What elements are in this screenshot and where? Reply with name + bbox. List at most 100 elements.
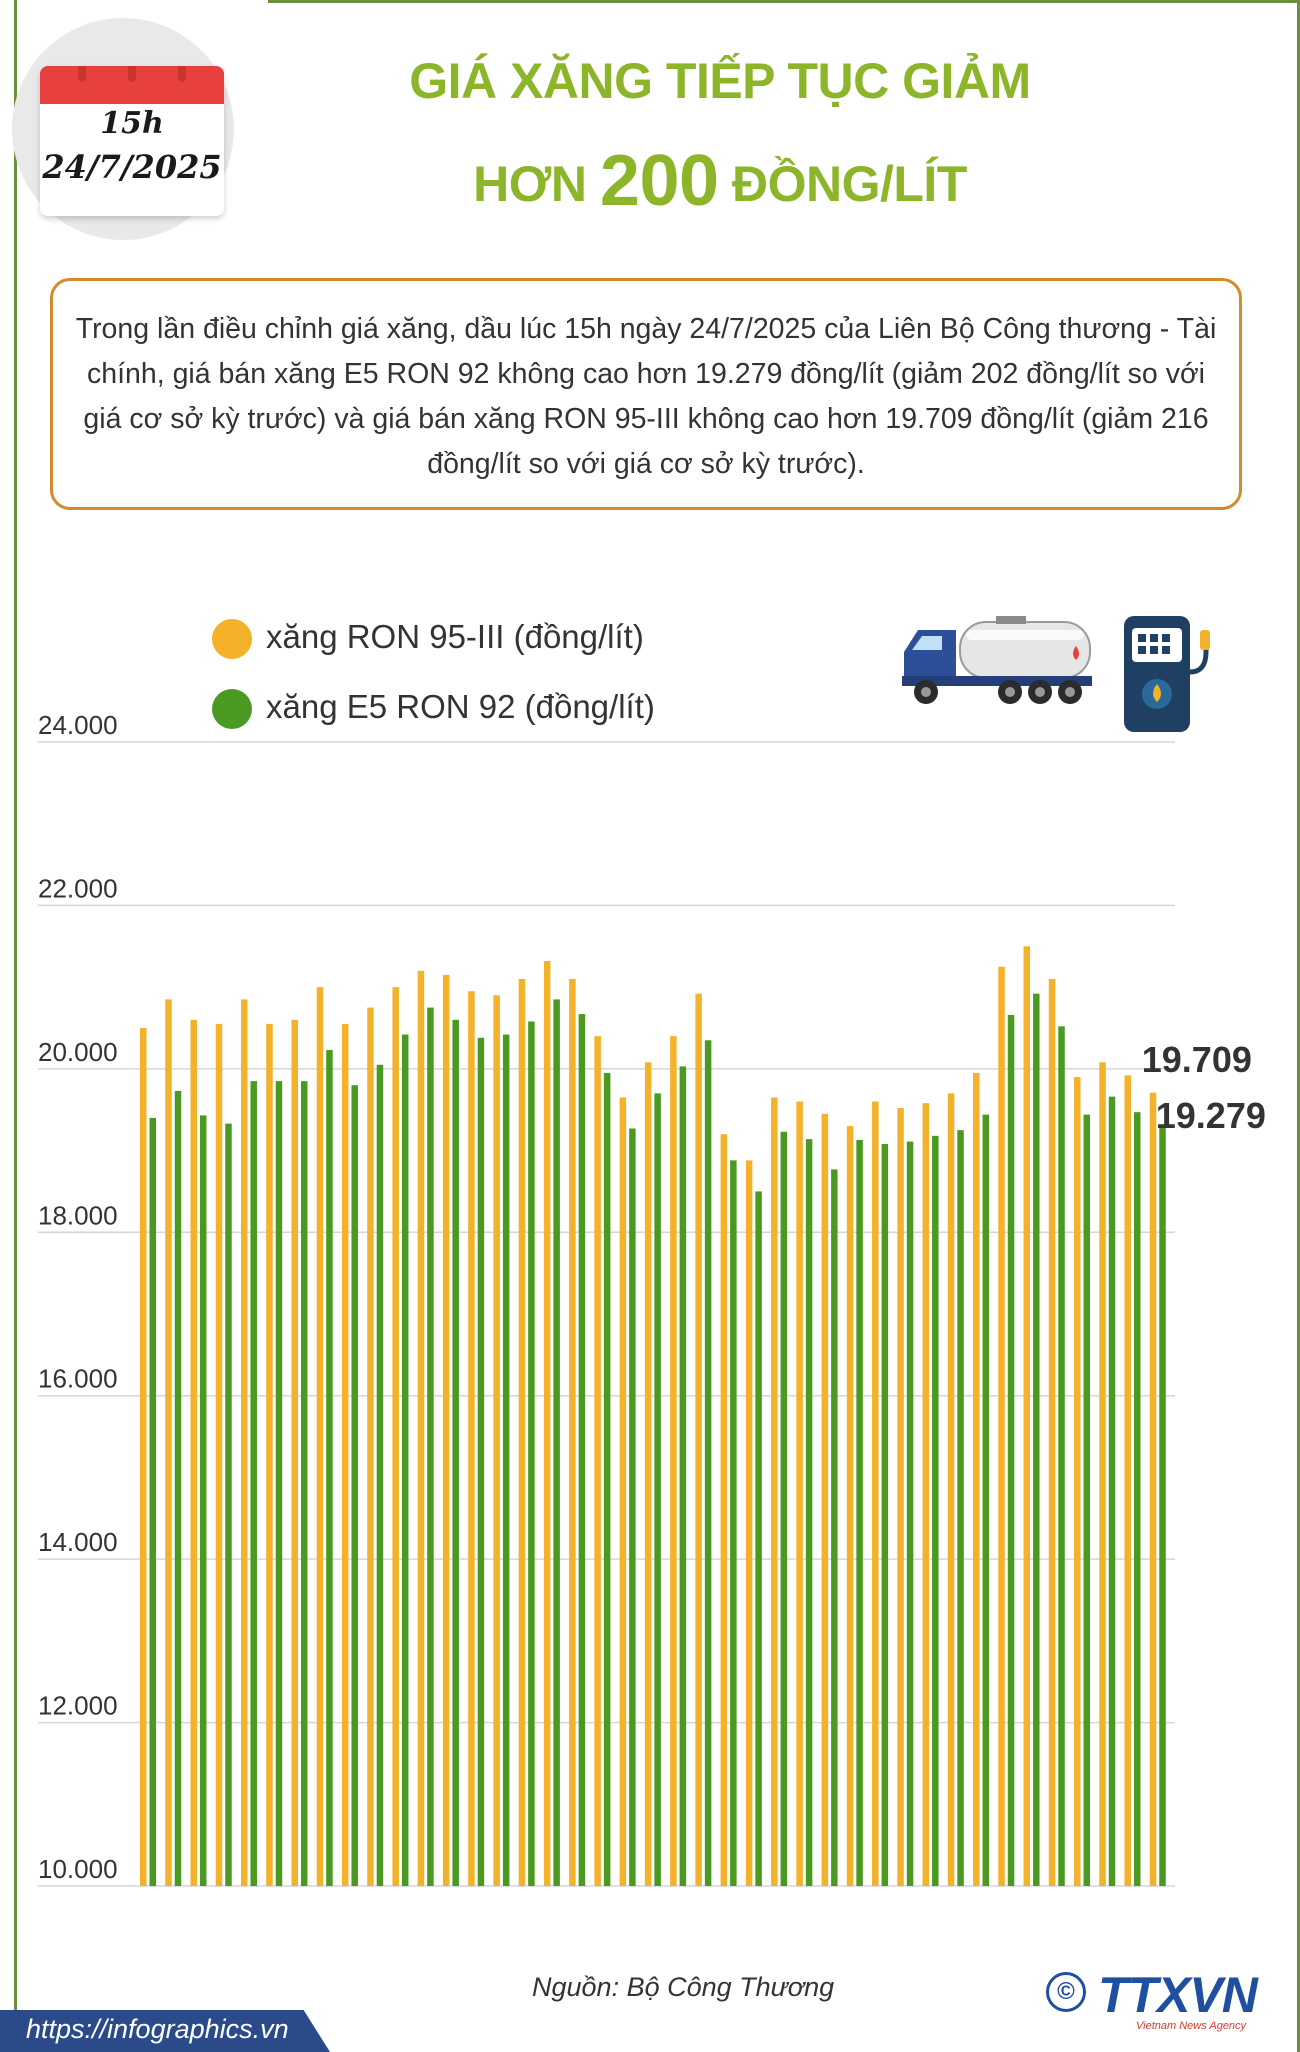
- bar-ron95: [846, 1126, 854, 1886]
- bar-ron95: [518, 978, 526, 1886]
- summary-box: Trong lần điều chỉnh giá xăng, dầu lúc 1…: [50, 278, 1242, 510]
- bar-e5: [326, 1050, 333, 1886]
- title-suffix: ĐỒNG/LÍT: [731, 156, 967, 212]
- bar-ron95: [897, 1108, 904, 1886]
- bar-e5: [250, 1081, 257, 1886]
- bar-e5: [957, 1130, 964, 1886]
- bar-e5: [199, 1115, 207, 1886]
- bar-e5: [528, 1021, 535, 1886]
- bar-e5: [881, 1144, 889, 1886]
- legend-item-e5: xăng E5 RON 92 (đồng/lít): [212, 688, 655, 730]
- legend-swatch-e5: [212, 689, 252, 730]
- bar-e5: [932, 1135, 939, 1886]
- legend-swatch-ron95: [212, 619, 252, 660]
- bar-e5: [856, 1139, 863, 1886]
- y-tick-label: 12.000: [38, 1691, 118, 1721]
- bar-e5: [427, 1007, 434, 1886]
- bar-ron95: [720, 1134, 728, 1886]
- legend-item-ron95: xăng RON 95-III (đồng/lít): [212, 618, 644, 660]
- bar-e5: [275, 1081, 283, 1886]
- frame-top-line: [268, 0, 1300, 3]
- bar-ron95: [140, 1028, 147, 1886]
- legend-label-ron95: xăng RON 95-III (đồng/lít): [266, 618, 644, 655]
- bar-ron95: [619, 1097, 627, 1886]
- bar-ron95: [291, 1019, 298, 1886]
- bar-e5: [578, 1014, 586, 1886]
- annotation-e5-latest: 19.279: [1156, 1095, 1266, 1136]
- bar-ron95: [670, 1036, 677, 1886]
- bar-e5: [755, 1191, 762, 1886]
- y-tick-label: 14.000: [38, 1527, 118, 1557]
- bar-ron95: [569, 978, 576, 1886]
- bar-e5: [704, 1040, 712, 1886]
- bar-ron95: [1124, 1075, 1132, 1886]
- bar-e5: [780, 1131, 788, 1886]
- y-tick-label: 20.000: [38, 1037, 118, 1067]
- ttxvn-logo: TTXVN: [1098, 1967, 1258, 2023]
- ttxvn-logo-subtext: Vietnam News Agency: [1136, 2020, 1247, 2032]
- bar-e5: [300, 1081, 308, 1886]
- bar-ron95: [316, 987, 324, 1886]
- calendar-time: 15h: [100, 106, 164, 141]
- title-number: 200: [599, 141, 719, 221]
- bar-e5: [452, 1019, 459, 1886]
- bar-e5: [401, 1034, 409, 1886]
- page-frame: [14, 0, 1300, 2052]
- bar-ron95: [695, 993, 702, 1886]
- calendar-icon: 15h 24/7/2025: [40, 66, 224, 216]
- bar-e5: [553, 999, 560, 1886]
- bar-e5: [1134, 1112, 1141, 1886]
- bar-ron95: [442, 974, 450, 1886]
- bar-e5: [1058, 1026, 1065, 1886]
- source-note: Nguồn: Bộ Công Thương: [532, 1972, 835, 2002]
- bar-ron95: [1048, 978, 1056, 1886]
- website-url[interactable]: https://infographics.vn: [26, 2014, 289, 2044]
- bar-ron95: [392, 987, 399, 1886]
- calendar-date: 24/7/2025: [42, 148, 222, 186]
- bar-e5: [502, 1034, 510, 1886]
- bar-ron95: [165, 999, 172, 1886]
- bar-ron95: [998, 966, 1005, 1886]
- bar-ron95: [1023, 946, 1031, 1886]
- bar-ron95: [594, 1036, 601, 1886]
- bar-ron95: [1099, 1062, 1106, 1886]
- bar-ron95: [543, 960, 551, 1886]
- legend-label-e5: xăng E5 RON 92 (đồng/lít): [266, 688, 655, 725]
- bar-e5: [1108, 1096, 1116, 1886]
- bar-ron95: [341, 1023, 349, 1886]
- bar-e5: [629, 1128, 636, 1886]
- bar-e5: [654, 1093, 661, 1886]
- fuel-pump-icon: [1124, 616, 1210, 732]
- annotation-ron95-latest: 19.709: [1142, 1039, 1252, 1080]
- bar-e5: [805, 1139, 813, 1886]
- page-title-line1: GIÁ XĂNG TIẾP TỤC GIẢM: [409, 53, 1031, 109]
- bar-ron95: [872, 1101, 879, 1886]
- calendar-badge: 15h 24/7/2025: [12, 18, 234, 240]
- y-tick-label: 10.000: [38, 1854, 118, 1884]
- bar-e5: [174, 1090, 182, 1886]
- bar-ron95: [771, 1097, 778, 1886]
- bar-e5: [477, 1037, 485, 1886]
- title-prefix: HƠN: [473, 156, 587, 212]
- y-tick-label: 18.000: [38, 1200, 118, 1230]
- y-tick-label: 22.000: [38, 873, 118, 903]
- bar-ron95: [367, 1007, 374, 1886]
- bar-ron95: [922, 1103, 930, 1886]
- page-title-line2: HƠN 200 ĐỒNG/LÍT: [330, 140, 1110, 222]
- bar-ron95: [796, 1101, 803, 1886]
- bar-ron95: [240, 999, 248, 1886]
- bar-e5: [351, 1085, 358, 1886]
- bar-e5: [225, 1123, 232, 1886]
- y-tick-label: 16.000: [38, 1364, 118, 1394]
- bar-ron95: [644, 1062, 652, 1886]
- bar-e5: [1159, 1127, 1166, 1886]
- bar-ron95: [745, 1160, 753, 1886]
- bar-ron95: [1074, 1077, 1081, 1886]
- y-tick-label: 24.000: [38, 710, 118, 740]
- bar-ron95: [190, 1019, 197, 1886]
- url-band: [0, 2010, 330, 2052]
- bar-e5: [982, 1114, 990, 1886]
- bar-ron95: [493, 995, 500, 1886]
- bar-ron95: [973, 1072, 980, 1886]
- bar-ron95: [417, 970, 425, 1886]
